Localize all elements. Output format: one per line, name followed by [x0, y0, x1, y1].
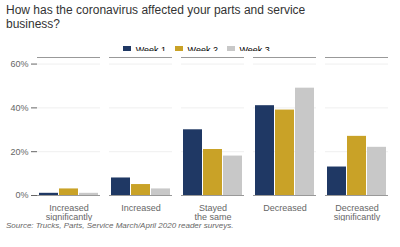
svg-text:20%: 20%: [10, 147, 28, 157]
html-text:Source: Trucks, Parts, Service: Source: Trucks, Parts, Service March/Apr…: [6, 221, 234, 230]
svg-text:40%: 40%: [10, 103, 28, 113]
svg-text:Decreased: Decreased: [263, 203, 307, 213]
svg-text:60%: 60%: [10, 59, 28, 69]
svg-text:Decreasedsignificantly: Decreasedsignificantly: [334, 203, 381, 221]
svg-text:Stayedthe same: Stayedthe same: [194, 203, 231, 221]
svg-text:Increased: Increased: [121, 203, 161, 213]
svg-text:0%: 0%: [15, 190, 28, 200]
svg-text:Increasedsignificantly: Increasedsignificantly: [46, 203, 93, 221]
html-text:How has the coronavirus affect: How has the coronavirus affected your pa…: [6, 3, 306, 31]
